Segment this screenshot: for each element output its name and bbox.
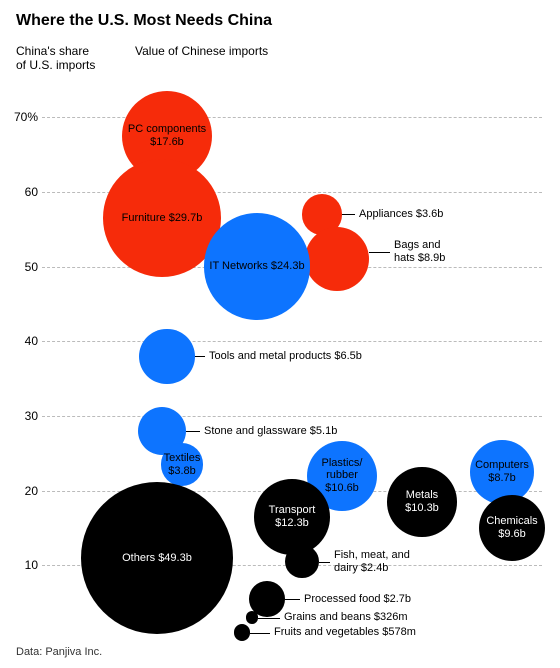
leader-tools_metal [195, 356, 205, 357]
y-axis-title: China's share of U.S. imports [16, 44, 95, 72]
y-tick-label: 30 [8, 409, 38, 423]
bubble-fish_meat[interactable] [285, 545, 318, 578]
y-tick-label: 70% [8, 110, 38, 124]
gridline [42, 117, 542, 118]
bubble-computers[interactable] [470, 440, 534, 504]
leader-bags_hats [369, 252, 390, 253]
ext-label-tools_metal: Tools and metal products $6.5b [209, 350, 362, 363]
size-legend-title: Value of Chinese imports [135, 44, 268, 58]
gridline [42, 416, 542, 417]
ext-label-bags_hats: Bags and hats $8.9b [394, 239, 445, 264]
bubble-chemicals[interactable] [479, 495, 546, 562]
y-tick-label: 60 [8, 185, 38, 199]
leader-appliances [342, 214, 355, 215]
bubble-metals[interactable] [387, 467, 456, 536]
y-tick-label: 50 [8, 260, 38, 274]
bubble-fruits_veg[interactable] [234, 624, 250, 640]
leader-stone_glass [186, 431, 200, 432]
ext-label-appliances: Appliances $3.6b [359, 208, 443, 221]
bubble-textiles[interactable] [161, 443, 203, 485]
leader-proc_food [285, 599, 300, 600]
bubble-others[interactable] [81, 482, 233, 634]
chart-container: Where the U.S. Most Needs China China's … [0, 0, 560, 668]
ext-label-fruits_veg: Fruits and vegetables $578m [274, 626, 416, 639]
bubble-transport[interactable] [254, 479, 330, 555]
source-text: Data: Panjiva Inc. [16, 646, 102, 658]
ext-label-proc_food: Processed food $2.7b [304, 593, 411, 606]
leader-fruits_veg [250, 633, 270, 634]
chart-title: Where the U.S. Most Needs China [16, 12, 272, 30]
ext-label-stone_glass: Stone and glassware $5.1b [204, 425, 337, 438]
bubble-bags_hats[interactable] [305, 227, 369, 291]
y-tick-label: 10 [8, 558, 38, 572]
y-tick-label: 20 [8, 484, 38, 498]
bubble-tools_metal[interactable] [139, 329, 194, 384]
leader-grains [258, 618, 280, 619]
ext-label-fish_meat: Fish, meat, and dairy $2.4b [334, 549, 410, 574]
leader-fish_meat [319, 562, 330, 563]
bubble-grains[interactable] [246, 611, 258, 623]
ext-label-grains: Grains and beans $326m [284, 611, 408, 624]
y-tick-label: 40 [8, 334, 38, 348]
plot-area: PC components $17.6bFurniture $29.7bAppl… [42, 80, 542, 640]
gridline [42, 341, 542, 342]
bubble-it_networks[interactable] [204, 213, 310, 319]
bubble-furniture[interactable] [103, 159, 221, 277]
